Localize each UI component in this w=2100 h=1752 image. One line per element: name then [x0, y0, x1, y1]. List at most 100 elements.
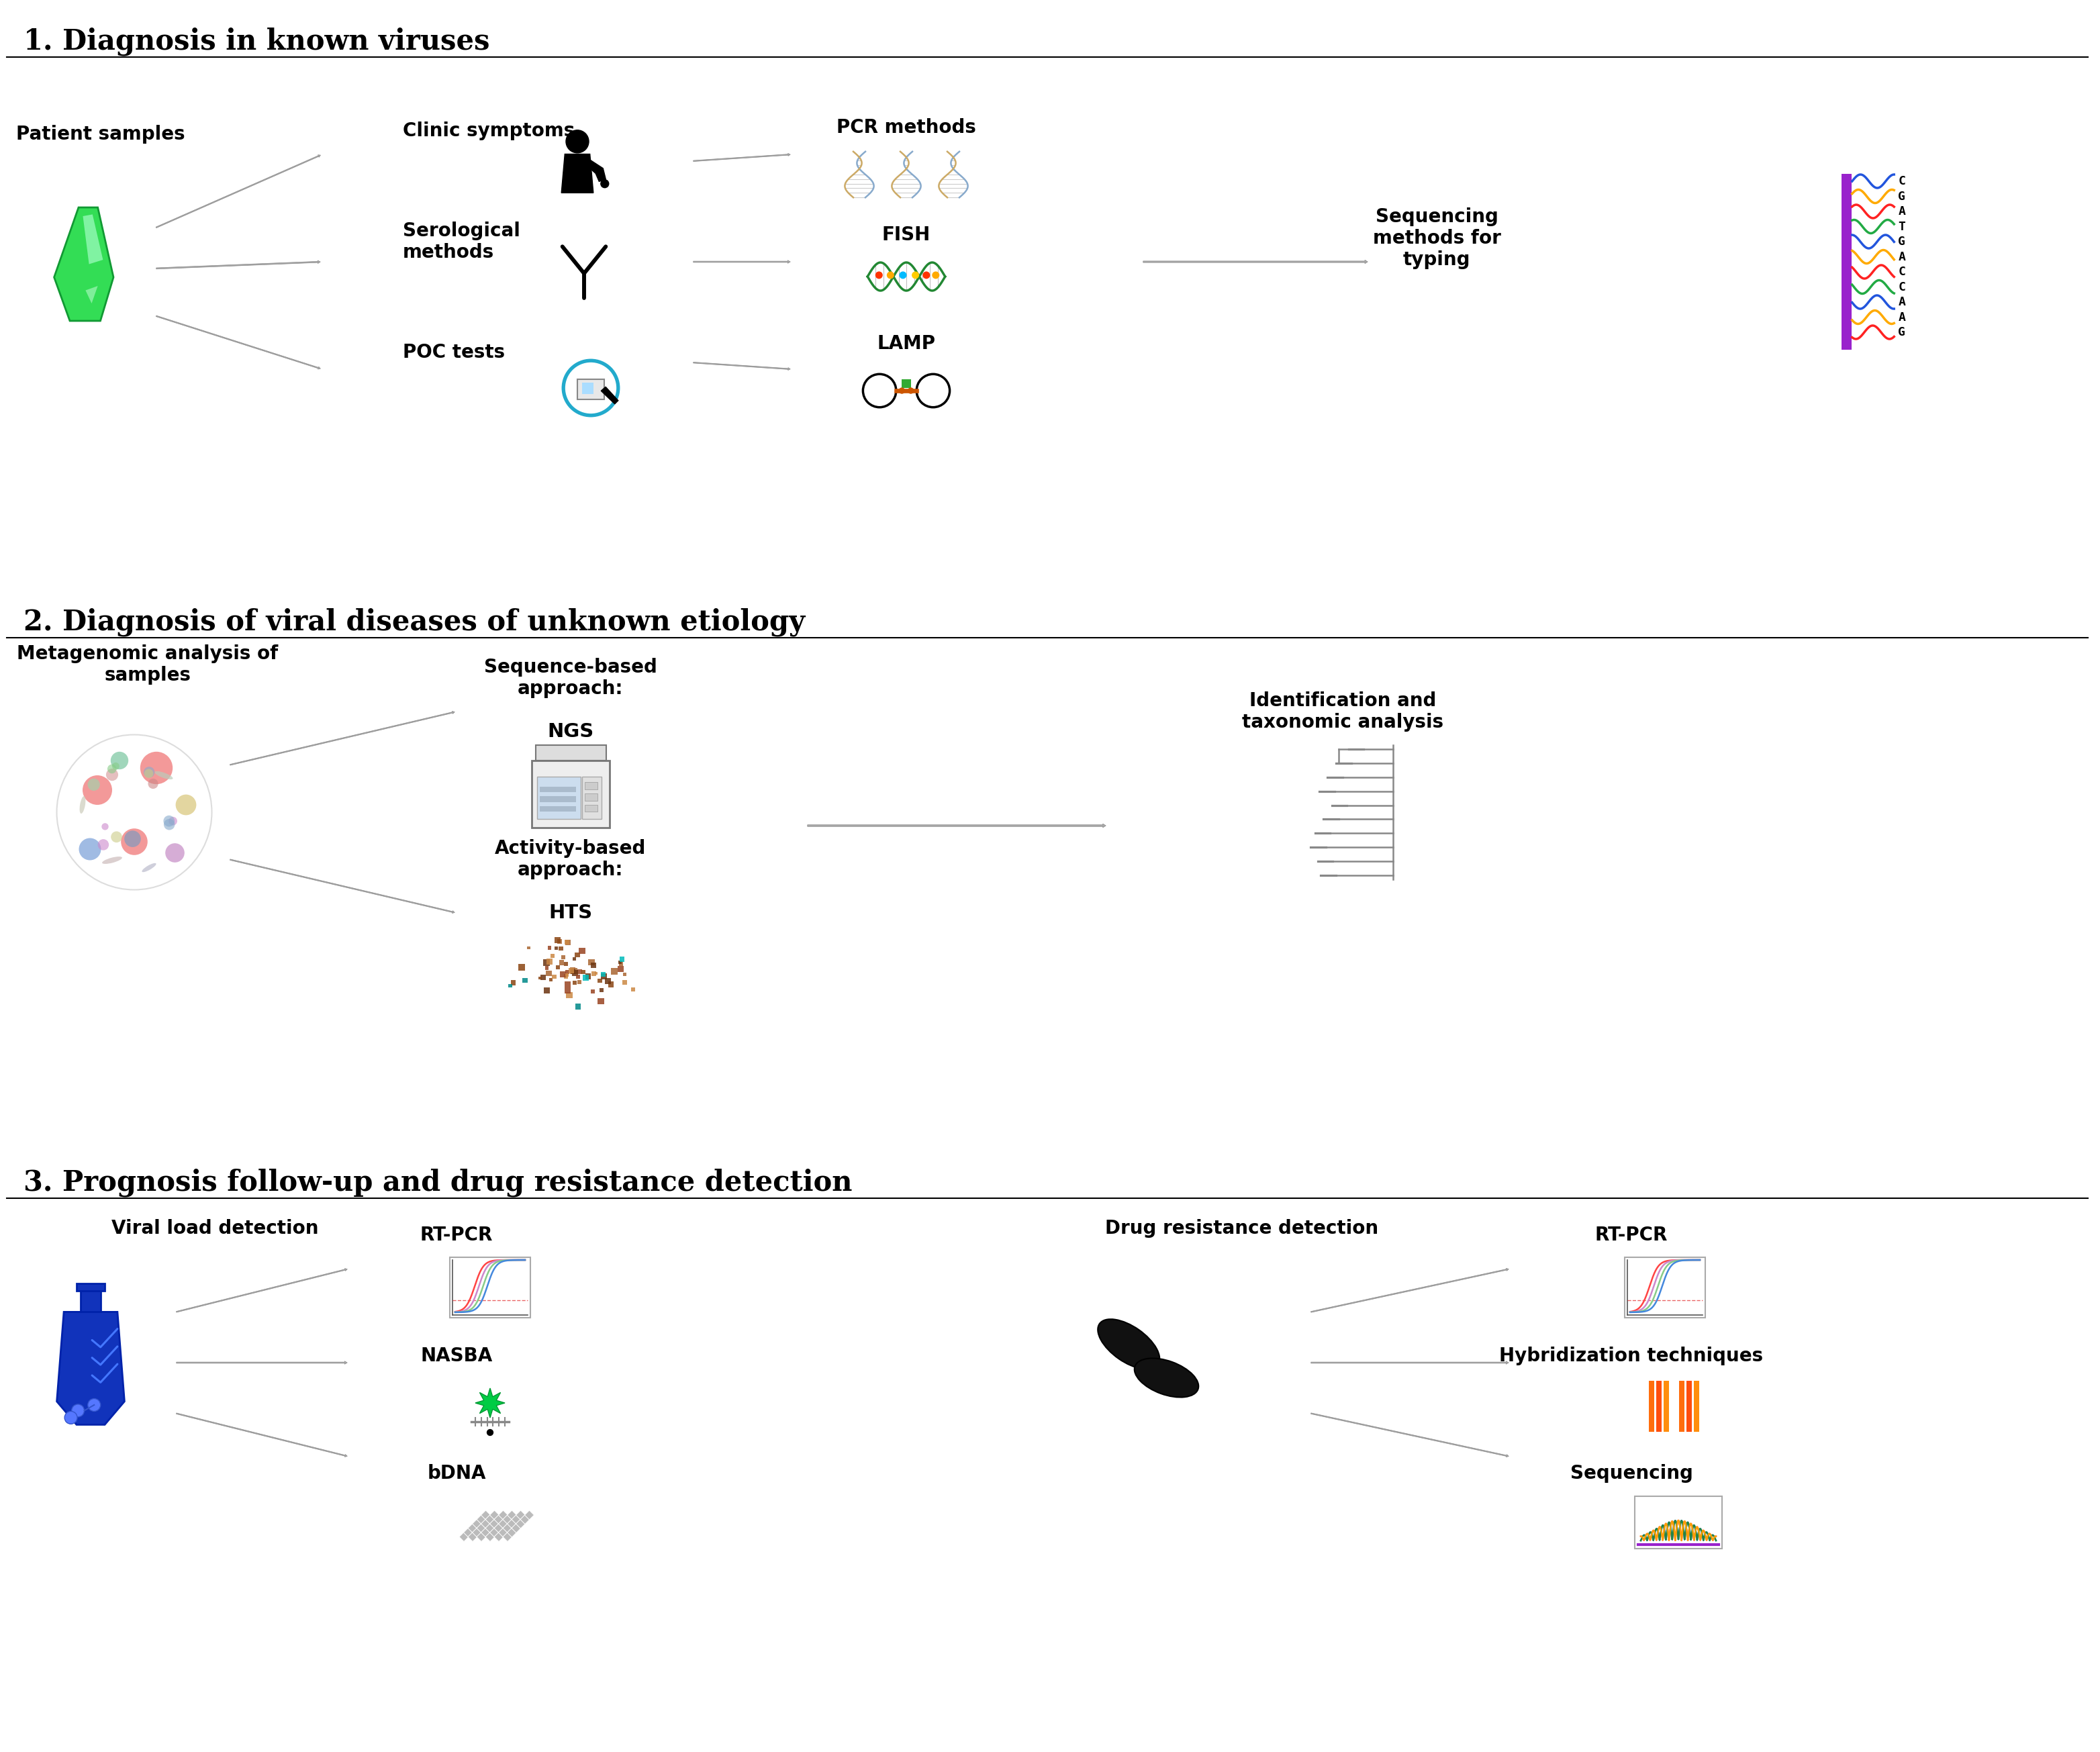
Bar — [508, 1519, 517, 1528]
Text: Activity-based
approach:: Activity-based approach: — [496, 839, 647, 880]
Bar — [517, 1510, 525, 1519]
Ellipse shape — [103, 857, 122, 864]
Text: FISH: FISH — [882, 226, 930, 244]
Point — [920, 261, 953, 289]
Bar — [573, 981, 578, 985]
Polygon shape — [82, 214, 103, 265]
Text: C: C — [1898, 175, 1905, 187]
Text: C: C — [1898, 266, 1905, 279]
Bar — [489, 1510, 500, 1519]
Bar — [575, 974, 580, 979]
Bar — [519, 964, 525, 971]
Bar — [565, 962, 567, 965]
Bar — [588, 958, 594, 965]
Bar — [561, 955, 565, 960]
Bar — [554, 937, 561, 943]
Bar — [624, 972, 626, 976]
Bar — [578, 981, 582, 985]
Text: G: G — [1898, 326, 1905, 338]
Bar — [546, 971, 552, 976]
Bar — [1686, 1381, 1693, 1431]
Polygon shape — [86, 286, 99, 303]
Circle shape — [164, 815, 174, 827]
Circle shape — [88, 778, 101, 790]
Bar — [508, 1510, 517, 1519]
Bar — [1663, 1381, 1670, 1431]
Bar — [489, 1528, 500, 1537]
Circle shape — [122, 829, 147, 855]
Bar — [571, 967, 575, 972]
Text: Sequencing
methods for
typing: Sequencing methods for typing — [1373, 207, 1501, 270]
Text: Hybridization techniques: Hybridization techniques — [1499, 1347, 1764, 1365]
Bar — [510, 979, 517, 985]
Point — [886, 261, 920, 289]
Circle shape — [863, 375, 897, 406]
Circle shape — [143, 767, 155, 778]
Bar — [578, 380, 605, 399]
Bar — [609, 981, 613, 988]
Text: RT-PCR: RT-PCR — [420, 1226, 493, 1244]
Bar — [481, 1528, 491, 1537]
Bar — [559, 946, 563, 951]
Text: A: A — [1898, 205, 1905, 217]
Bar — [489, 1519, 500, 1528]
Circle shape — [101, 823, 109, 830]
Text: NGS: NGS — [548, 722, 594, 741]
Bar — [571, 969, 578, 974]
Bar — [575, 1004, 582, 1009]
Bar — [611, 969, 617, 974]
Bar — [601, 974, 607, 979]
Bar — [586, 974, 590, 979]
Bar — [598, 988, 603, 992]
Circle shape — [57, 734, 212, 890]
Text: Serological
methods: Serological methods — [403, 221, 521, 263]
Bar — [571, 971, 578, 976]
Bar — [563, 974, 567, 979]
Bar — [620, 957, 624, 962]
Bar — [565, 939, 571, 946]
Bar — [1648, 1381, 1655, 1431]
Bar — [556, 939, 563, 944]
Text: PCR methods: PCR methods — [836, 117, 976, 137]
Bar — [590, 962, 596, 967]
Point — [472, 1419, 506, 1447]
Bar — [1657, 1381, 1661, 1431]
Bar — [525, 1510, 533, 1519]
Bar — [521, 1515, 529, 1524]
Bar — [584, 781, 596, 788]
Circle shape — [141, 752, 172, 785]
Text: HTS: HTS — [548, 904, 592, 922]
Bar — [584, 794, 596, 801]
Bar — [605, 978, 611, 985]
Bar — [601, 972, 605, 978]
Circle shape — [166, 843, 185, 862]
Text: bDNA: bDNA — [426, 1465, 485, 1482]
Bar — [527, 946, 529, 950]
Bar — [565, 988, 571, 993]
Bar — [493, 1515, 504, 1524]
Bar — [502, 1531, 512, 1542]
Bar — [449, 1258, 531, 1318]
Bar — [498, 1528, 508, 1537]
Bar — [598, 978, 603, 983]
Ellipse shape — [1098, 1319, 1159, 1370]
Bar — [556, 965, 561, 969]
Circle shape — [164, 818, 174, 830]
Text: NASBA: NASBA — [420, 1347, 493, 1365]
Circle shape — [105, 769, 118, 781]
Bar — [477, 1515, 485, 1524]
Bar — [901, 378, 911, 389]
Text: A: A — [1898, 251, 1905, 263]
Bar — [565, 981, 571, 988]
Circle shape — [601, 180, 609, 187]
Circle shape — [567, 130, 588, 152]
Bar — [598, 999, 605, 1004]
Polygon shape — [601, 387, 617, 405]
Bar — [460, 1531, 468, 1542]
Bar — [76, 1284, 105, 1291]
Bar — [622, 979, 626, 985]
Bar — [481, 1519, 491, 1528]
Text: G: G — [1898, 235, 1905, 247]
Ellipse shape — [143, 864, 155, 872]
Bar — [590, 990, 594, 993]
